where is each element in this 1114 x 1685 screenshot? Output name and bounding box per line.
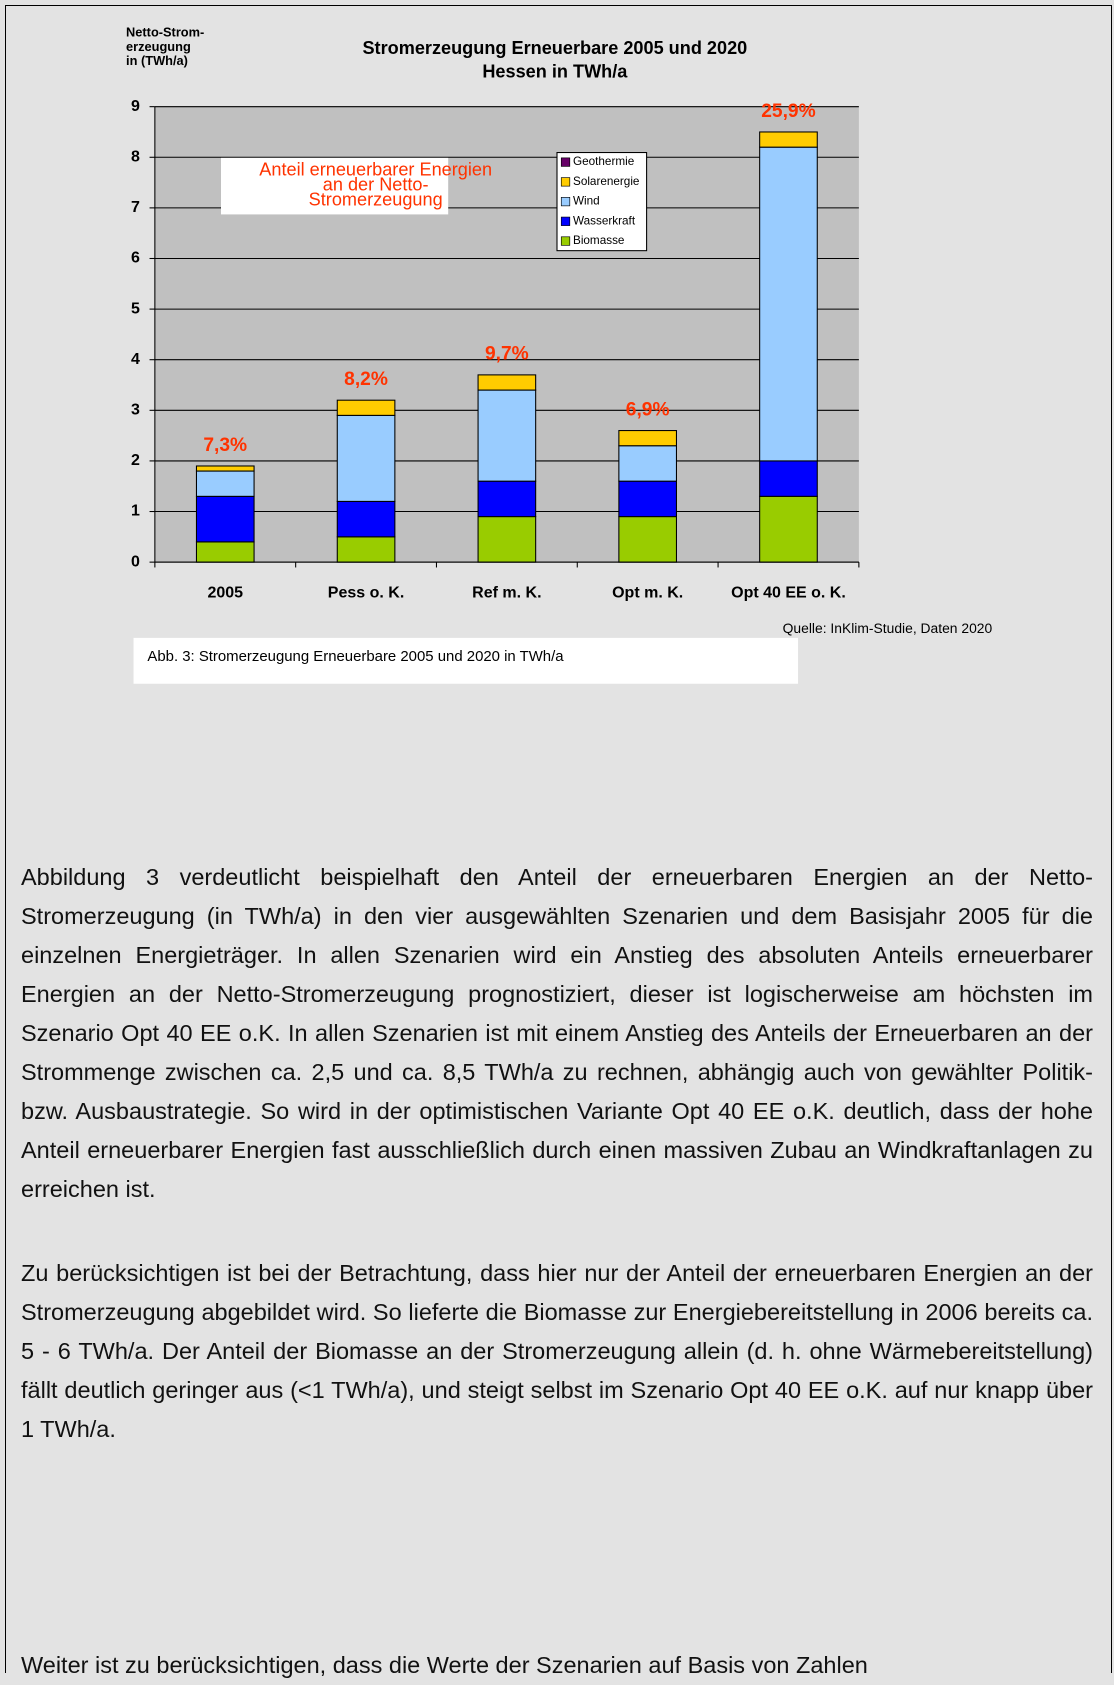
x-tick-label: 2005 [207,584,243,601]
y-tick-label: 0 [131,553,140,570]
bar-segment [759,495,818,563]
y-tick-label: 5 [131,300,140,317]
bar-segment [618,516,678,563]
x-tick-label: Opt m. K. [612,584,683,601]
bar-segment [759,460,818,497]
y-tick-label: 3 [131,402,140,419]
bar-segment [336,536,396,563]
bar-segment [759,131,818,148]
bar-segment [195,470,255,497]
y-axis-label: Netto-Strom- [126,24,204,39]
bar-segment [477,374,537,391]
y-tick-label: 6 [131,250,140,267]
chart-title: Hessen in TWh/a [482,61,628,81]
legend-box [556,152,648,252]
bar-segment [477,389,537,482]
annotation: Stromerzeugung [309,189,443,209]
bar-segment [336,399,396,416]
bar-segment [195,541,255,563]
y-tick-label: 4 [131,351,140,368]
share-label: 7,3% [203,435,247,456]
bar-segment [618,430,678,447]
y-tick-label: 9 [131,98,140,115]
x-tick-label: Pess o. K. [328,584,404,601]
x-tick-label: Ref m. K. [472,584,541,601]
legend-swatch [560,157,571,167]
legend-label: Biomasse [573,234,624,247]
bar-segment [336,500,396,538]
paragraph: Zu berücksichtigen ist bei der Betrachtu… [21,1260,1093,1442]
legend-swatch [560,197,571,207]
caption-box [133,637,799,684]
annotation: Anteil erneuerbarer Energien [259,159,492,179]
legend-label: Solarenergie [573,175,639,188]
legend-swatch [560,177,571,187]
y-tick-label: 7 [131,199,140,216]
y-axis-label: in (TWh/a) [126,53,188,68]
share-label: 6,9% [626,399,670,420]
frame [5,5,1112,1673]
share-label: 25,9% [761,101,815,122]
chart-title: Stromerzeugung Erneuerbare 2005 und 2020 [362,38,747,58]
share-label: 9,7% [485,344,529,365]
bar-segment [336,414,396,502]
annotation: an der Netto- [323,174,429,194]
legend-label: Wasserkraft [573,214,636,227]
bar-segment [477,516,537,563]
bar-segment [618,445,678,482]
bar-segment [477,480,537,518]
paragraph: Weiter ist zu berücksichtigen, dass die … [21,1652,868,1678]
source: Quelle: InKlim-Studie, Daten 2020 [783,620,993,636]
y-axis-label: erzeugung [126,39,191,54]
annotation-box [221,157,449,215]
legend-label: Geothermie [573,155,634,168]
y-tick-label: 8 [131,148,140,165]
bar-segment [195,465,255,472]
x-tick-label: Opt 40 EE o. K. [731,584,846,601]
bar-segment [195,495,255,543]
bar-segment [618,480,678,518]
legend-label: Wind [573,195,600,208]
caption: Abb. 3: Stromerzeugung Erneuerbare 2005 … [147,648,564,665]
legend-swatch [560,216,571,226]
y-tick-label: 1 [131,503,140,520]
legend-swatch [560,236,571,246]
paragraph: Abbildung 3 verdeutlicht beispielhaft de… [21,864,1093,1202]
y-tick-label: 2 [131,452,140,469]
chart: Stromerzeugung Erneuerbare 2005 und 2020… [126,24,993,684]
bar-segment [759,146,818,462]
share-label: 8,2% [344,369,388,390]
